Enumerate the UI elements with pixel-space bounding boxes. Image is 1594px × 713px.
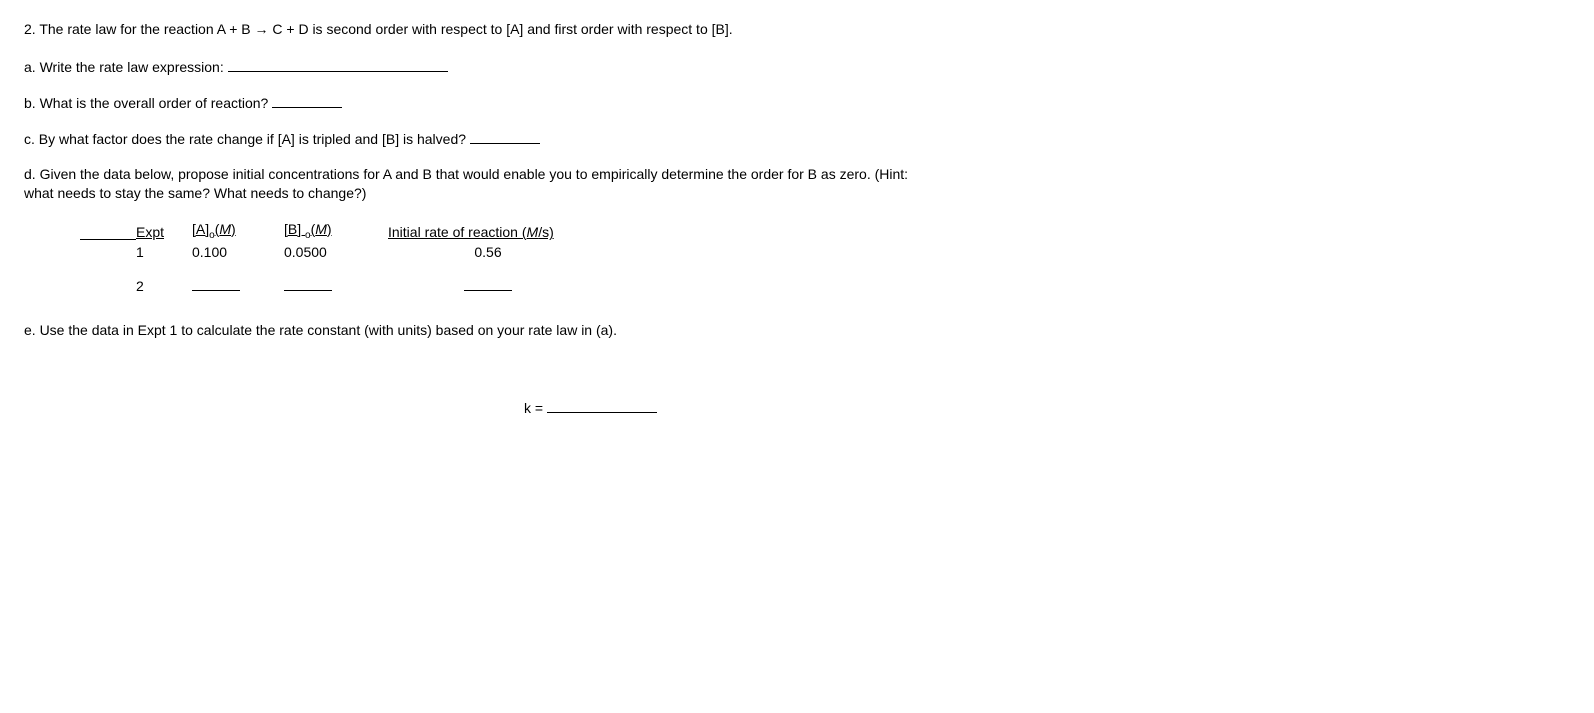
cell-rate-1: 0.56 [388,244,588,260]
question-d-text: d. Given the data below, propose initial… [24,165,924,203]
table-header-row: Expt [A]o(M) [B] o(M) Initial rate of re… [80,221,924,241]
question-b-line: b. What is the overall order of reaction… [24,93,924,111]
question-a-text: a. Write the rate law expression: [24,59,224,75]
blank-a-2[interactable] [192,276,240,291]
k-label: k = [524,400,543,416]
blank-b[interactable] [272,93,342,108]
question-c-line: c. By what factor does the rate change i… [24,129,924,147]
header-rate-pre: Initial rate of reaction ( [388,224,527,240]
header-rate: Initial rate of reaction (M/s) [388,224,588,240]
header-a: [A]o(M) [192,221,284,241]
header-b-unit: M [315,221,327,237]
blank-rate-2[interactable] [464,276,512,291]
cell-a-2-wrap [192,276,284,294]
cell-b-2-wrap [284,276,388,294]
question-e-text: e. Use the data in Expt 1 to calculate t… [24,322,924,338]
cell-a-1: 0.100 [192,244,284,260]
header-a-close: ) [231,221,236,237]
question-2-intro: 2. The rate law for the reaction A + B →… [24,20,924,39]
header-b-pre: [B] [284,221,305,237]
header-a-unit: M [219,221,231,237]
cell-expt-1: 1 [136,244,192,260]
cell-rate-2-wrap [388,276,588,294]
header-a-pre: [A] [192,221,209,237]
data-table: Expt [A]o(M) [B] o(M) Initial rate of re… [80,221,924,295]
cell-expt-2: 2 [136,278,192,294]
header-expt: Expt [136,224,192,240]
table-row-2: 2 [80,276,924,294]
header-b: [B] o(M) [284,221,388,241]
question-c-text: c. By what factor does the rate change i… [24,131,466,147]
header-rate-post: /s) [538,224,554,240]
table-row-1: 1 0.100 0.0500 0.56 [80,244,924,260]
header-b-close: ) [327,221,332,237]
k-equals-line: k = [524,398,924,416]
cell-b-1: 0.0500 [284,244,388,260]
question-a-line: a. Write the rate law expression: [24,57,924,75]
table-leading-rule [80,225,136,240]
header-rate-unit: M [527,224,539,240]
blank-c[interactable] [470,129,540,144]
blank-k[interactable] [547,398,657,413]
question-b-text: b. What is the overall order of reaction… [24,95,268,111]
blank-b-2[interactable] [284,276,332,291]
blank-a[interactable] [228,57,448,72]
